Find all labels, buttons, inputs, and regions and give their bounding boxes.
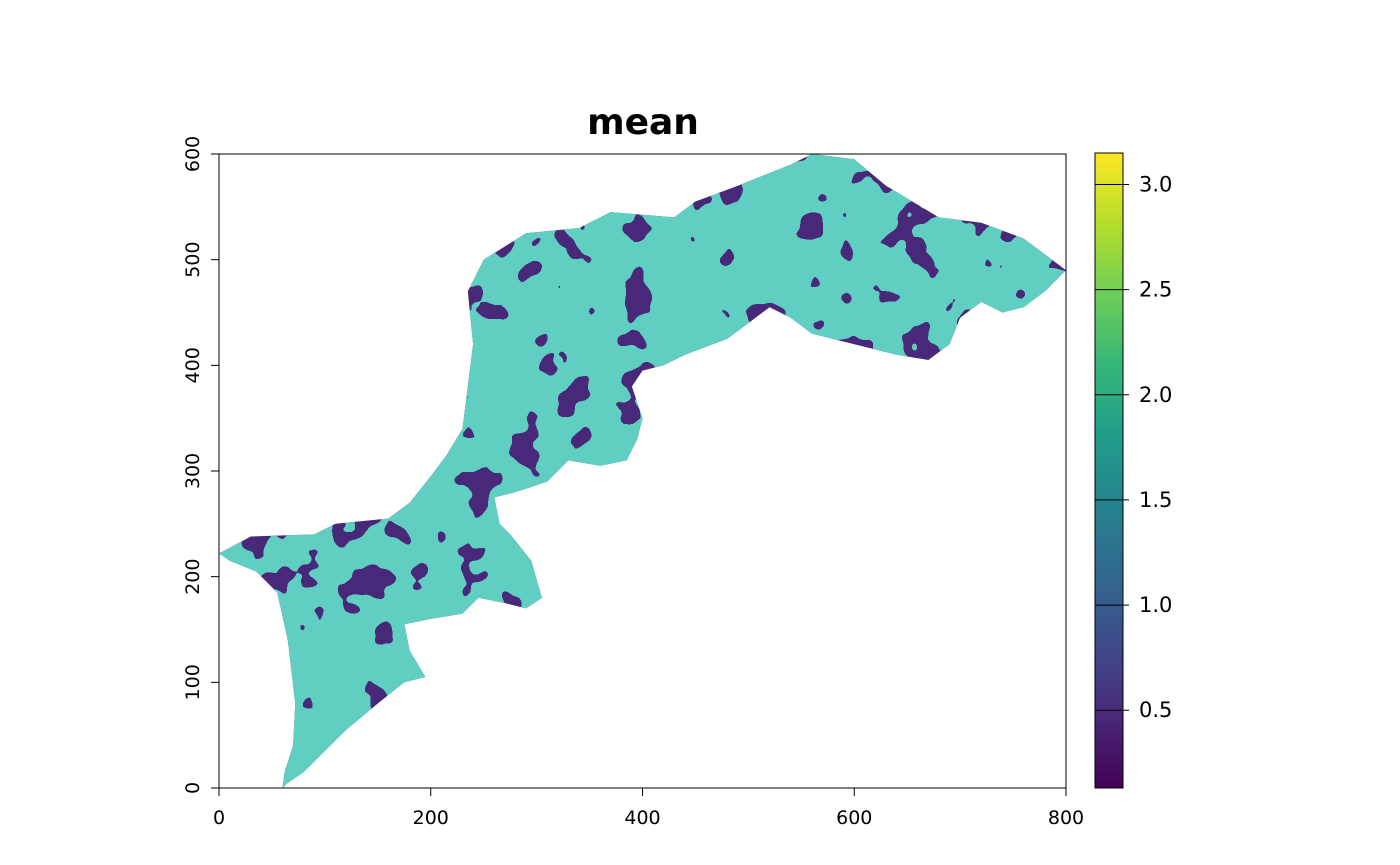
x-axis: 0 200 400 600 800: [213, 788, 1084, 829]
colorbar-tick-label: 3.0: [1139, 173, 1172, 197]
y-tick-label: 300: [182, 453, 204, 489]
y-tick-label: 500: [182, 242, 204, 278]
y-tick-label: 400: [182, 347, 204, 383]
y-tick-label: 600: [182, 136, 204, 172]
x-tick-label: 200: [413, 807, 449, 829]
y-tick-label: 200: [182, 559, 204, 595]
colorbar-tick-label: 0.5: [1139, 698, 1172, 722]
colorbar-ramp: [1094, 152, 1124, 789]
x-tick-label: 800: [1048, 807, 1084, 829]
colorbar-tick-label: 1.5: [1139, 488, 1172, 512]
colorbar-tick-label: 1.0: [1139, 593, 1172, 617]
y-tick-label: 100: [182, 664, 204, 700]
y-tick-label: 0: [182, 782, 204, 794]
colorbar-tick-label: 2.0: [1139, 383, 1172, 407]
y-axis: 0 100 200 300 400 500 600: [182, 136, 219, 794]
x-tick-label: 600: [836, 807, 872, 829]
map-title: mean: [587, 102, 699, 143]
x-tick-label: 0: [213, 807, 225, 829]
colorbar-tick-label: 2.5: [1139, 278, 1172, 302]
raster-layer: [219, 154, 1066, 788]
x-tick-label: 400: [624, 807, 660, 829]
colorbar: 0.5 1.0 1.5 2.0 2.5 3.0: [1094, 152, 1172, 789]
